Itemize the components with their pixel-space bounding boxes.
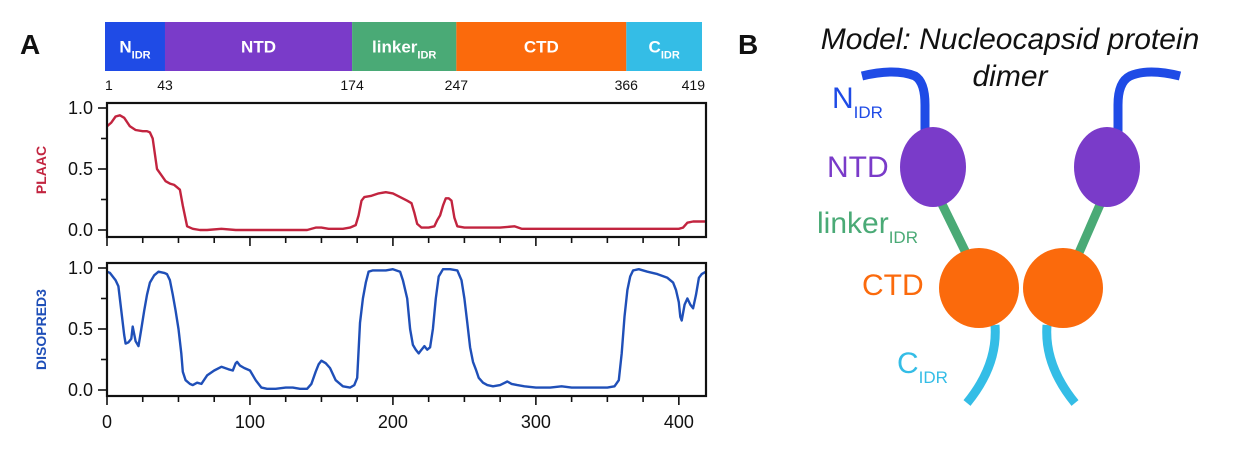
panel-a-letter: A	[20, 29, 40, 60]
domain-segment-label: CTD	[524, 38, 559, 57]
y-axis-label: PLAAC	[33, 146, 49, 194]
plaac-plot: 0.0 0.5 1.0 PLAAC	[33, 98, 708, 246]
domain-segment: NTD	[164, 22, 353, 71]
domain-label-sub: IDR	[417, 50, 436, 62]
boundary-label: 1	[105, 77, 113, 93]
x-tick-label: 200	[378, 412, 408, 432]
ntd-domain-right	[1074, 127, 1140, 207]
domain-label-main: linker	[372, 38, 418, 57]
domain-segment: NIDR	[105, 22, 165, 71]
model-label-ctd: CTD	[862, 269, 924, 302]
y-tick-label: 0.5	[68, 159, 93, 179]
n-idr-label-sub: IDR	[854, 103, 883, 122]
domain-segment-rect	[105, 22, 165, 71]
x-tick-label: 100	[235, 412, 265, 432]
domain-segment-rect	[456, 22, 627, 71]
x-tick-label: 0	[102, 412, 112, 432]
domain-segment-rect	[352, 22, 457, 71]
domain-label-main: NTD	[241, 38, 276, 57]
plot-frame	[105, 101, 708, 239]
model-label-ntd: NTD	[827, 151, 889, 184]
y-tick-label: 0.0	[68, 380, 93, 400]
ntd-domain-left	[900, 127, 966, 207]
model-title-line2: dimer	[972, 60, 1048, 93]
c-idr-tail-right	[1042, 324, 1079, 406]
domain-boundary-labels: 1 43 174 247 366 419	[105, 77, 705, 93]
y-tick-label: 0.0	[68, 220, 93, 240]
boundary-label: 419	[682, 77, 706, 93]
linker-left	[935, 198, 972, 257]
n-idr-label-main: N	[832, 82, 854, 115]
boundary-label: 174	[340, 77, 364, 93]
domain-segment-rect	[626, 22, 702, 71]
domain-segment-label: CIDR	[649, 38, 680, 62]
domain-segment-label: NTD	[241, 38, 276, 57]
disopred3-plot: 0.0 0.5 1.0 0 100 200 300 400 DISOPRED3	[33, 258, 708, 432]
domain-segment-label: linkerIDR	[372, 38, 436, 62]
x-tick-label: 400	[664, 412, 694, 432]
domain-segment: CTD	[456, 22, 627, 71]
plot-frame	[105, 261, 708, 398]
x-tick-label: 300	[521, 412, 551, 432]
y-tick-label: 1.0	[68, 98, 93, 118]
y-tick-label: 1.0	[68, 258, 93, 278]
model-title-line1: Model: Nucleocapsid protein	[821, 23, 1200, 56]
panel-b-letter: B	[738, 29, 758, 60]
n-idr-tail-right	[1113, 67, 1182, 135]
series-line	[106, 268, 707, 390]
n-idr-tail-left	[860, 67, 930, 135]
y-tick-label: 0.5	[68, 319, 93, 339]
linker-right	[1073, 198, 1107, 257]
boundary-label: 43	[157, 77, 173, 93]
domain-bar: NIDR NTD linkerIDR CTD CIDR	[105, 22, 702, 71]
model-diagram: Model: Nucleocapsid protein dimer NIDR N…	[817, 23, 1200, 406]
linker-label-sub: IDR	[889, 228, 918, 247]
domain-segment-rect	[164, 22, 353, 71]
domain-label-main: C	[649, 38, 661, 57]
boundary-label: 366	[615, 77, 639, 93]
domain-label-main: N	[119, 38, 131, 57]
domain-label-sub: IDR	[661, 50, 680, 62]
y-axis-label: DISOPRED3	[33, 289, 49, 370]
series-line	[106, 114, 706, 232]
model-label-n-idr: NIDR	[832, 82, 883, 122]
model-label-c-idr: CIDR	[897, 347, 948, 387]
domain-label-sub: IDR	[132, 50, 151, 62]
c-idr-label-sub: IDR	[919, 368, 948, 387]
domain-label-main: CTD	[524, 38, 559, 57]
c-idr-tail-left	[963, 324, 1000, 406]
domain-segment: CIDR	[626, 22, 702, 71]
ctd-domain-right	[1023, 248, 1103, 328]
model-label-linker: linkerIDR	[817, 207, 918, 247]
c-idr-label-main: C	[897, 347, 919, 380]
linker-label-main: linker	[817, 207, 889, 240]
domain-segment: linkerIDR	[352, 22, 457, 71]
ctd-domain-left	[939, 248, 1019, 328]
domain-segment-label: NIDR	[119, 38, 150, 62]
boundary-label: 247	[445, 77, 469, 93]
